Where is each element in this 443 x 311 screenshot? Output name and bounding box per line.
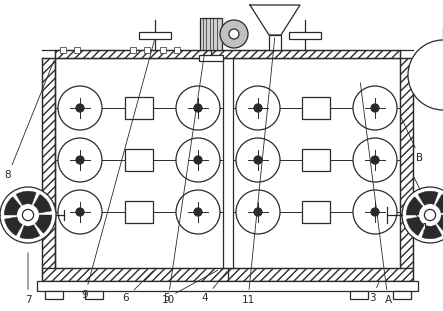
Circle shape xyxy=(254,208,262,216)
Bar xyxy=(302,149,330,171)
Circle shape xyxy=(229,29,239,39)
Circle shape xyxy=(371,104,379,112)
Wedge shape xyxy=(418,191,438,205)
Wedge shape xyxy=(35,215,52,233)
Circle shape xyxy=(220,20,248,48)
Bar xyxy=(85,291,103,299)
Wedge shape xyxy=(34,194,51,213)
Circle shape xyxy=(58,190,102,234)
Circle shape xyxy=(402,187,443,243)
Text: 6: 6 xyxy=(123,271,153,303)
Text: 8: 8 xyxy=(5,61,54,180)
Circle shape xyxy=(176,138,220,182)
Text: 9: 9 xyxy=(82,41,154,300)
Circle shape xyxy=(371,208,379,216)
Bar xyxy=(350,291,368,299)
Bar xyxy=(125,97,153,119)
Circle shape xyxy=(176,190,220,234)
Circle shape xyxy=(353,138,397,182)
Circle shape xyxy=(371,156,379,164)
Circle shape xyxy=(58,86,102,130)
Circle shape xyxy=(76,208,84,216)
Circle shape xyxy=(176,86,220,130)
Text: 2: 2 xyxy=(414,178,428,205)
Circle shape xyxy=(408,40,443,110)
Bar xyxy=(400,58,413,268)
Circle shape xyxy=(254,156,262,164)
Circle shape xyxy=(58,138,102,182)
Bar xyxy=(130,47,136,53)
Bar xyxy=(45,291,63,299)
Text: 1: 1 xyxy=(415,212,428,233)
Text: B: B xyxy=(401,118,424,163)
Circle shape xyxy=(254,104,262,112)
Text: 10: 10 xyxy=(161,53,205,305)
Bar xyxy=(125,201,153,223)
Text: A: A xyxy=(360,83,392,305)
Bar xyxy=(302,201,330,223)
Wedge shape xyxy=(422,225,442,239)
Bar xyxy=(393,291,411,299)
Text: 11: 11 xyxy=(241,38,275,305)
Bar xyxy=(174,47,180,53)
Circle shape xyxy=(76,104,84,112)
Wedge shape xyxy=(4,217,23,236)
Wedge shape xyxy=(407,217,424,236)
Text: 7: 7 xyxy=(25,253,31,305)
Circle shape xyxy=(194,156,202,164)
Wedge shape xyxy=(437,215,443,233)
Bar xyxy=(55,50,400,58)
Text: 3: 3 xyxy=(369,282,379,303)
Bar xyxy=(289,32,321,39)
Wedge shape xyxy=(16,191,36,205)
Circle shape xyxy=(236,86,280,130)
Bar xyxy=(42,268,413,281)
Wedge shape xyxy=(406,197,423,215)
Bar xyxy=(37,281,418,291)
Bar xyxy=(60,47,66,53)
Circle shape xyxy=(236,190,280,234)
Bar xyxy=(139,32,171,39)
Circle shape xyxy=(353,190,397,234)
Circle shape xyxy=(76,156,84,164)
Circle shape xyxy=(194,208,202,216)
Bar xyxy=(42,58,55,268)
Bar xyxy=(199,55,223,61)
Circle shape xyxy=(424,209,435,220)
Bar xyxy=(200,18,222,50)
Bar xyxy=(74,47,80,53)
Circle shape xyxy=(194,104,202,112)
Bar xyxy=(269,35,281,50)
Wedge shape xyxy=(435,194,443,213)
Text: 5: 5 xyxy=(163,270,218,303)
Wedge shape xyxy=(20,225,40,239)
Circle shape xyxy=(23,209,34,220)
Wedge shape xyxy=(4,197,21,215)
Circle shape xyxy=(0,187,56,243)
Text: 4: 4 xyxy=(202,271,227,303)
Circle shape xyxy=(236,138,280,182)
Bar xyxy=(125,149,153,171)
Polygon shape xyxy=(250,5,300,35)
Circle shape xyxy=(353,86,397,130)
Bar xyxy=(160,47,166,53)
Bar xyxy=(302,97,330,119)
Bar xyxy=(144,47,150,53)
